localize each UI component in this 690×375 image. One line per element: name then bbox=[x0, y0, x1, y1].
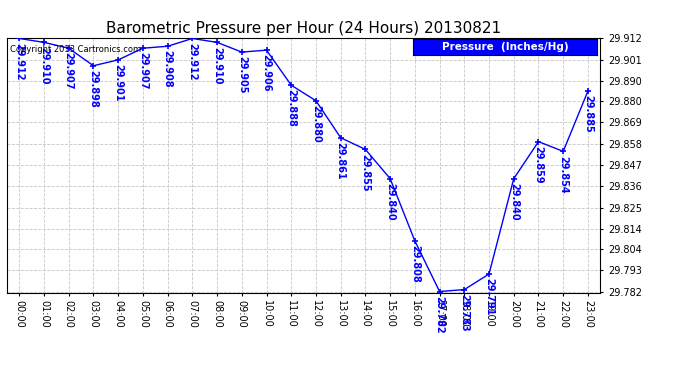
Text: 29.880: 29.880 bbox=[311, 105, 321, 142]
Text: 29.907: 29.907 bbox=[63, 53, 74, 90]
Text: 29.905: 29.905 bbox=[237, 56, 247, 94]
Text: 29.782: 29.782 bbox=[435, 296, 444, 333]
Text: 29.888: 29.888 bbox=[286, 89, 296, 127]
Text: 29.910: 29.910 bbox=[212, 46, 222, 84]
Text: Copyright 2013 Cartronics.com: Copyright 2013 Cartronics.com bbox=[10, 45, 141, 54]
Text: 29.885: 29.885 bbox=[583, 95, 593, 133]
Text: 29.898: 29.898 bbox=[88, 70, 99, 108]
Text: 29.840: 29.840 bbox=[385, 183, 395, 220]
Text: 29.912: 29.912 bbox=[188, 43, 197, 80]
Title: Barometric Pressure per Hour (24 Hours) 20130821: Barometric Pressure per Hour (24 Hours) … bbox=[106, 21, 501, 36]
Text: 29.907: 29.907 bbox=[138, 53, 148, 90]
Text: 29.855: 29.855 bbox=[360, 154, 371, 191]
Text: 29.861: 29.861 bbox=[336, 142, 346, 180]
Text: 29.906: 29.906 bbox=[262, 54, 271, 92]
Text: 29.791: 29.791 bbox=[484, 278, 494, 316]
Text: 29.840: 29.840 bbox=[509, 183, 519, 220]
Text: 29.910: 29.910 bbox=[39, 46, 49, 84]
Text: 29.908: 29.908 bbox=[163, 50, 172, 88]
Text: 29.912: 29.912 bbox=[14, 43, 24, 80]
Text: 29.783: 29.783 bbox=[460, 294, 469, 332]
Text: 29.901: 29.901 bbox=[113, 64, 123, 102]
Text: 29.854: 29.854 bbox=[558, 156, 568, 193]
Text: 29.859: 29.859 bbox=[533, 146, 544, 183]
Text: 29.808: 29.808 bbox=[410, 245, 420, 283]
